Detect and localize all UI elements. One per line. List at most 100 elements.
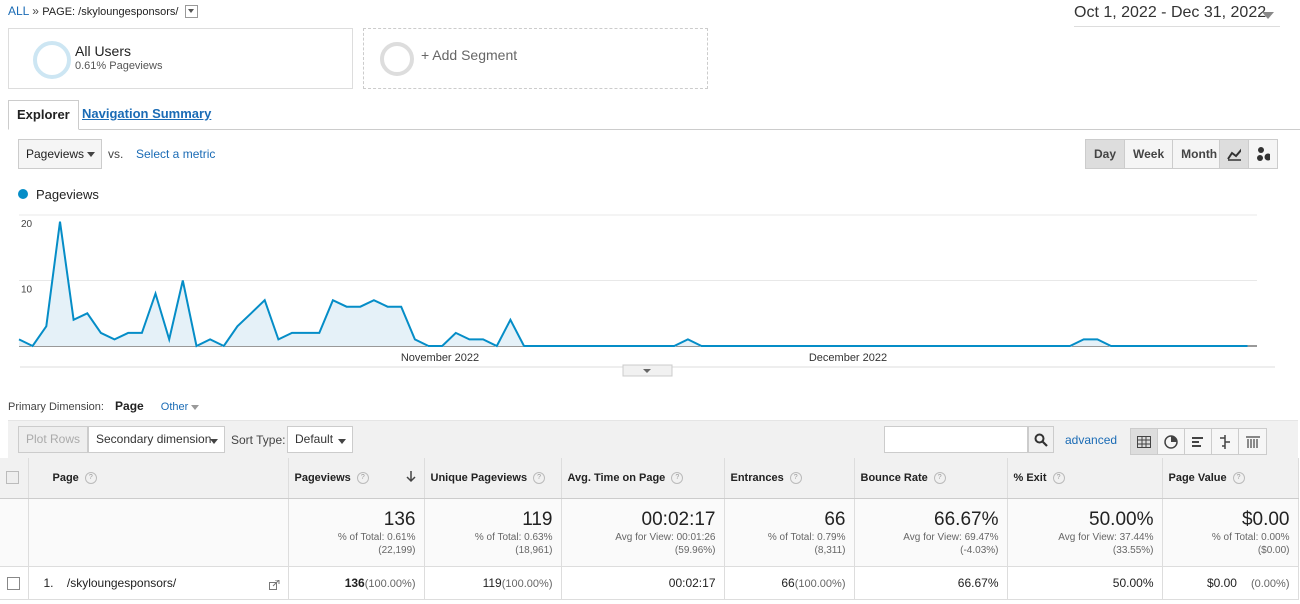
tab-explorer[interactable]: Explorer	[8, 100, 79, 130]
total-pct: % of Total: 0.61%	[337, 531, 416, 543]
total-abs: (33.55%)	[1112, 544, 1154, 556]
grid-table-icon	[1137, 435, 1151, 448]
help-icon[interactable]: ?	[671, 471, 684, 484]
col-header-entrances[interactable]: Entrances?	[724, 458, 855, 499]
primary-dimension-page[interactable]: Page	[115, 399, 144, 413]
select-metric-link[interactable]: Select a metric	[136, 147, 216, 161]
secondary-dimension-dropdown[interactable]: Secondary dimension	[88, 426, 225, 453]
chevron-down-icon	[338, 439, 346, 444]
performance-view-button[interactable]	[1185, 429, 1212, 454]
total-value: 66.67%	[934, 508, 999, 530]
secondary-dimension-label: Secondary dimension	[96, 432, 212, 446]
metric-dropdown[interactable]: Pageviews	[18, 139, 102, 169]
breadcrumb-page: PAGE: /skyloungesponsors/	[42, 6, 179, 18]
total-page-value: $0.00% of Total: 0.00% ($0.00)	[1162, 498, 1299, 567]
help-icon[interactable]: ?	[533, 471, 546, 484]
total-value: $0.00	[1241, 508, 1290, 530]
primary-dimension-other[interactable]: Other	[161, 401, 200, 413]
y-tick-label: 20	[21, 219, 33, 230]
report-tabs: Explorer Navigation Summary	[8, 100, 1300, 130]
row-number: 1.	[43, 575, 54, 590]
search-button[interactable]	[1028, 426, 1054, 453]
totals-blank	[0, 498, 29, 567]
row-checkbox[interactable]	[7, 576, 21, 590]
total-abs: (22,199)	[378, 544, 416, 556]
col-header-avg-time[interactable]: Avg. Time on Page?	[561, 458, 725, 499]
add-segment-box[interactable]: + Add Segment	[363, 28, 708, 89]
help-icon[interactable]: ?	[1232, 471, 1245, 484]
help-icon[interactable]: ?	[84, 471, 97, 484]
total-pageviews: 136% of Total: 0.61% (22,199)	[288, 498, 425, 567]
sort-type-dropdown[interactable]: Default	[287, 426, 353, 453]
y-tick-label: 10	[21, 285, 33, 296]
period-month-button[interactable]: Month	[1181, 147, 1218, 161]
col-header-page[interactable]: Page?	[28, 458, 289, 499]
total-abs: ($0.00)	[1257, 544, 1290, 556]
total-unique: 119% of Total: 0.63% (18,961)	[424, 498, 562, 567]
breadcrumb-dropdown-icon[interactable]	[184, 5, 198, 19]
data-view-button[interactable]	[1131, 429, 1158, 454]
period-day-button[interactable]: Day	[1086, 140, 1126, 168]
segment-empty-ring-icon	[380, 42, 414, 76]
col-header-unique-pageviews[interactable]: Unique Pageviews?	[424, 458, 562, 499]
row-unique-pct: (100.00%)	[501, 577, 553, 590]
line-chart-button[interactable]	[1220, 140, 1249, 168]
pie-chart-icon	[1164, 434, 1178, 449]
pageviews-area	[19, 221, 1248, 346]
col-header-bounce-rate[interactable]: Bounce Rate?	[854, 458, 1008, 499]
total-pct: % of Total: 0.00%	[1211, 531, 1290, 543]
col-header-pageviews-label: Pageviews	[294, 471, 351, 484]
col-header-pageviews[interactable]: Pageviews?	[288, 458, 425, 499]
row-unique-value: 119	[482, 575, 502, 590]
vs-label: vs.	[108, 147, 124, 161]
pageviews-line	[18, 221, 1248, 348]
col-header-page-value-label: Page Value	[1168, 471, 1227, 484]
total-pct: Avg for View: 37.44%	[1058, 531, 1154, 543]
col-header-exit[interactable]: % Exit?	[1007, 458, 1163, 499]
col-header-exit-label: % Exit	[1013, 471, 1047, 484]
segment-ring-icon	[33, 41, 71, 79]
col-header-page-label: Page	[52, 471, 79, 484]
chevron-down-icon	[643, 369, 651, 373]
advanced-filter-link[interactable]: advanced	[1065, 433, 1118, 447]
row-bounce: 66.67%	[854, 566, 1008, 600]
total-abs: (8,311)	[814, 544, 846, 556]
totals-blank	[28, 498, 289, 567]
percentage-view-button[interactable]	[1158, 429, 1185, 454]
table-view-toggle	[1130, 428, 1267, 455]
add-segment-label: + Add Segment	[421, 47, 518, 63]
help-icon[interactable]: ?	[789, 471, 802, 484]
breadcrumb: ALL » PAGE: /skyloungesponsors/	[8, 4, 198, 19]
total-entrances: 66% of Total: 0.79% (8,311)	[724, 498, 855, 567]
period-week-button[interactable]: Week	[1125, 140, 1174, 168]
row-avg-time: 00:02:17	[561, 566, 725, 600]
total-value: 00:02:17	[641, 508, 716, 530]
date-range-picker[interactable]: Oct 1, 2022 - Dec 31, 2022	[1074, 4, 1280, 27]
help-icon[interactable]: ?	[1052, 471, 1065, 484]
open-in-new-icon[interactable]	[268, 579, 280, 590]
help-icon[interactable]: ?	[356, 471, 369, 484]
table-search-input[interactable]	[884, 426, 1028, 453]
row-entrances: 66(100.00%)	[724, 566, 855, 600]
comparison-view-button[interactable]	[1212, 429, 1239, 454]
legend-label: Pageviews	[36, 187, 99, 202]
select-all-cell	[0, 458, 29, 499]
row-pageviews-pct: (100.00%)	[364, 577, 416, 590]
col-header-page-value[interactable]: Page Value?	[1162, 458, 1299, 499]
row-page-link[interactable]: /skyloungesponsors/	[66, 575, 177, 590]
metric-dropdown-value: Pageviews	[26, 147, 85, 161]
primary-dimension-bar: Primary Dimension: Page Other	[8, 399, 199, 413]
sort-type-label: Sort Type:	[231, 433, 286, 447]
report-table: Page? Pageviews? Unique Pageviews? Avg. …	[0, 458, 1299, 600]
help-icon[interactable]: ?	[933, 471, 946, 484]
segment-all-users[interactable]: All Users 0.61% Pageviews	[8, 28, 353, 89]
tab-navigation-summary[interactable]: Navigation Summary	[82, 106, 212, 121]
select-all-checkbox[interactable]	[6, 471, 19, 485]
row-value-value: $0.00	[1206, 575, 1237, 590]
sort-descending-icon	[405, 471, 416, 483]
breadcrumb-all-link[interactable]: ALL	[8, 4, 29, 18]
pivot-view-button[interactable]	[1239, 429, 1266, 454]
motion-chart-button[interactable]	[1249, 140, 1277, 168]
total-value: 66	[824, 508, 846, 530]
plot-rows-button[interactable]: Plot Rows	[18, 426, 89, 453]
